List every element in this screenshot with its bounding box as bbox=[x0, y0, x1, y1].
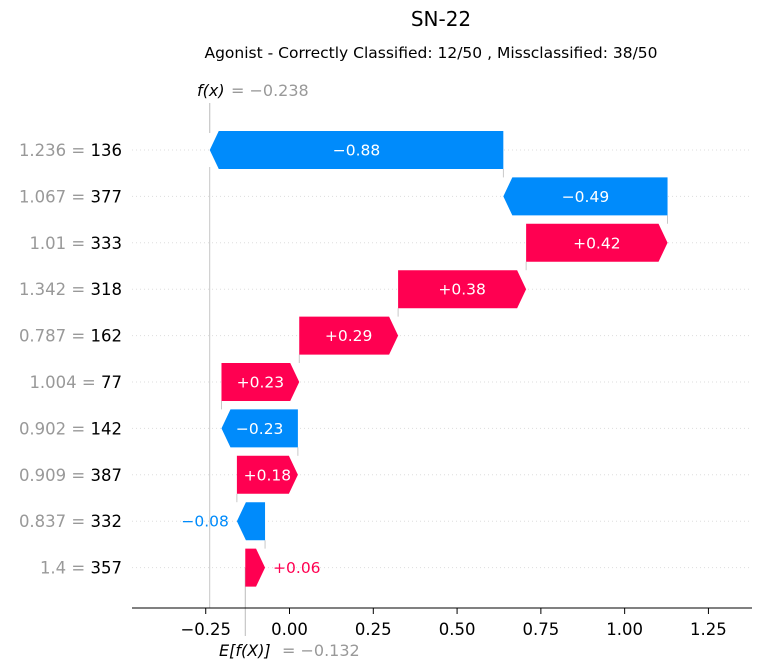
feature-label: 0.902 = 142 bbox=[19, 419, 122, 438]
feature-name: 142 bbox=[91, 419, 123, 438]
feature-value: 0.902 = bbox=[19, 419, 91, 438]
feature-label: 0.837 = 332 bbox=[19, 512, 122, 531]
waterfall-bar bbox=[398, 270, 527, 309]
expected-value-annotation: E[f(X)] = −0.132 bbox=[219, 641, 360, 660]
x-tick-label: 0.25 bbox=[355, 620, 392, 639]
x-tick-label: 0.50 bbox=[439, 620, 476, 639]
x-tick-label: −0.25 bbox=[180, 620, 231, 639]
feature-value: 1.01 = bbox=[29, 234, 90, 253]
x-tick-label: 1.00 bbox=[606, 620, 643, 639]
bar-value-label: −0.88 bbox=[333, 142, 381, 160]
bar-value-label: −0.08 bbox=[181, 513, 229, 531]
feature-value: 1.4 = bbox=[40, 559, 91, 578]
bar-value-label: +0.29 bbox=[325, 327, 373, 345]
chart-title: SN-22 bbox=[411, 7, 471, 31]
feature-label: 0.909 = 387 bbox=[19, 466, 122, 485]
feature-label: 1.067 = 377 bbox=[19, 187, 122, 206]
bar-value-label: −0.23 bbox=[236, 420, 284, 438]
bar-value-label: +0.42 bbox=[573, 234, 621, 252]
feature-name: 332 bbox=[91, 512, 123, 531]
fx-value: = −0.238 bbox=[231, 81, 309, 100]
feature-label: 0.787 = 162 bbox=[19, 327, 122, 346]
waterfall-bar bbox=[221, 409, 298, 448]
bar-value-label: +0.06 bbox=[273, 559, 321, 577]
waterfall-bars: −0.88 −0.49 +0.42 +0.38 +0.29 +0.23 −0.23 +0.18… bbox=[181, 131, 668, 587]
feature-name: 357 bbox=[91, 559, 123, 578]
feature-name: 318 bbox=[91, 280, 123, 299]
feature-labels: 1.236 = 136 1.067 = 377 1.01 = 333 1.342 = … bbox=[19, 141, 122, 578]
waterfall-bar bbox=[236, 502, 266, 541]
chart-subtitle: Agonist - Correctly Classified: 12/50 , … bbox=[204, 44, 657, 62]
feature-name: 162 bbox=[91, 327, 123, 346]
bar-value-label: +0.38 bbox=[438, 281, 486, 299]
x-axis: −0.25 0.00 0.25 0.50 0.75 1.00 1.25 bbox=[132, 607, 752, 639]
feature-label: 1.236 = 136 bbox=[19, 141, 122, 160]
feature-label: 1.01 = 333 bbox=[29, 234, 122, 253]
feature-name: 136 bbox=[91, 141, 123, 160]
feature-name: 77 bbox=[101, 373, 122, 392]
waterfall-bar bbox=[526, 223, 668, 262]
feature-name: 377 bbox=[91, 187, 123, 206]
waterfall-bar bbox=[503, 177, 668, 216]
bar-value-label: +0.23 bbox=[237, 374, 285, 392]
feature-label: 1.4 = 357 bbox=[40, 559, 122, 578]
feature-value: 0.909 = bbox=[19, 466, 91, 485]
fx-annotation: f(x) = −0.238 bbox=[197, 81, 309, 100]
feature-value: 0.787 = bbox=[19, 327, 91, 346]
waterfall-bar bbox=[221, 363, 300, 401]
feature-name: 333 bbox=[91, 234, 123, 253]
expected-value-label: E[f(X)] bbox=[219, 641, 271, 660]
x-tick-label: 0.75 bbox=[522, 620, 559, 639]
waterfall-bar bbox=[299, 316, 399, 355]
feature-value: 0.837 = bbox=[19, 512, 91, 531]
feature-value: 1.004 = bbox=[29, 373, 101, 392]
x-tick-label: 0.00 bbox=[271, 620, 308, 639]
feature-value: 1.236 = bbox=[19, 141, 91, 160]
feature-label: 1.004 = 77 bbox=[29, 373, 122, 392]
x-tick-label: 1.25 bbox=[690, 620, 727, 639]
expected-value-value: = −0.132 bbox=[282, 641, 360, 660]
feature-value: 1.067 = bbox=[19, 187, 91, 206]
feature-label: 1.342 = 318 bbox=[19, 280, 122, 299]
bar-value-label: +0.18 bbox=[244, 466, 292, 484]
feature-name: 387 bbox=[91, 466, 123, 485]
waterfall-bar bbox=[209, 131, 504, 169]
waterfall-bar bbox=[245, 548, 266, 587]
feature-value: 1.342 = bbox=[19, 280, 91, 299]
fx-label: f(x) bbox=[197, 81, 225, 100]
waterfall-bar bbox=[236, 455, 298, 494]
bar-value-label: −0.49 bbox=[562, 188, 610, 206]
